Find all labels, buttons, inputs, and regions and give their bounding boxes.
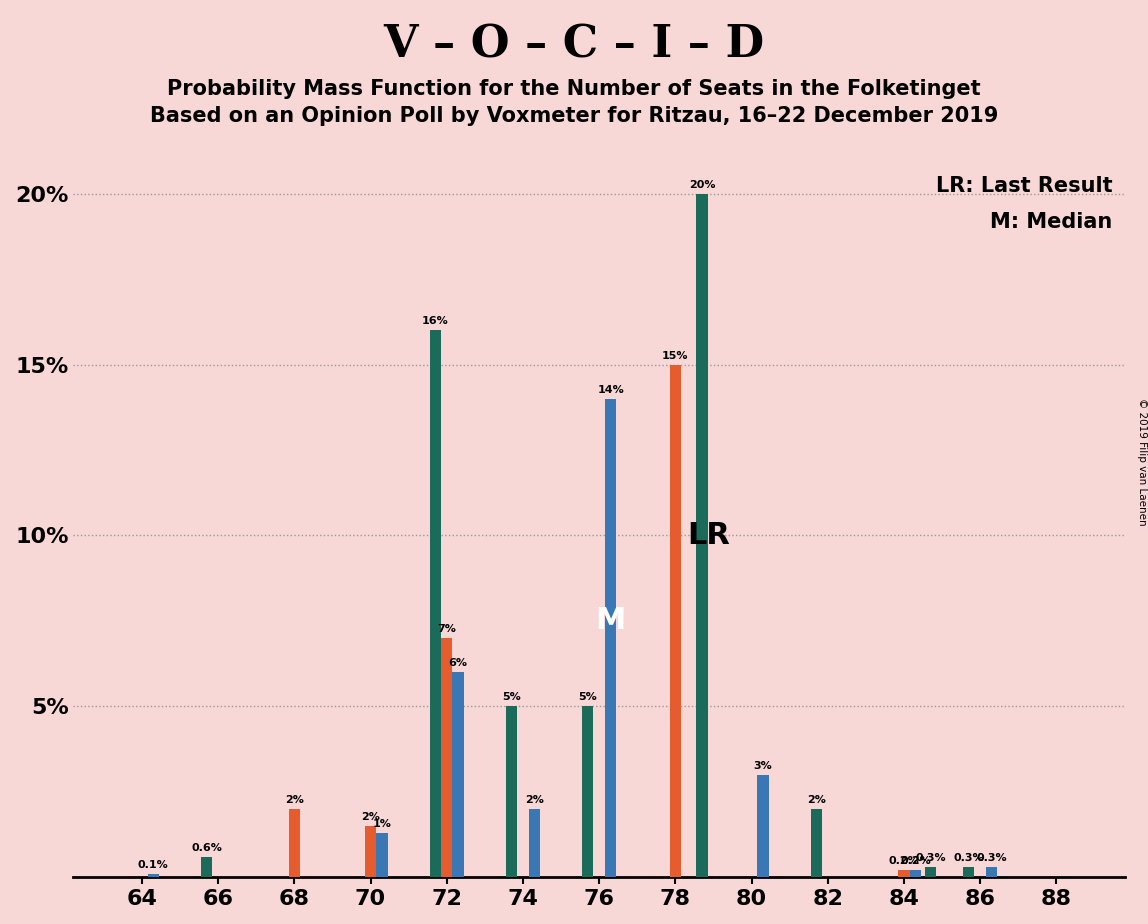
Text: LR: Last Result: LR: Last Result: [936, 176, 1112, 196]
Text: 5%: 5%: [579, 692, 597, 702]
Bar: [365, 826, 377, 877]
Bar: [605, 399, 616, 877]
Bar: [582, 706, 594, 877]
Text: 16%: 16%: [422, 316, 449, 326]
Text: 20%: 20%: [689, 179, 715, 189]
Text: 5%: 5%: [502, 692, 521, 702]
Bar: [429, 331, 441, 877]
Bar: [148, 874, 160, 877]
Text: © 2019 Filip van Laenen: © 2019 Filip van Laenen: [1138, 398, 1147, 526]
Text: Probability Mass Function for the Number of Seats in the Folketinget: Probability Mass Function for the Number…: [168, 79, 980, 99]
Text: 1%: 1%: [373, 819, 391, 829]
Text: LR: LR: [687, 521, 730, 550]
Text: 0.6%: 0.6%: [192, 843, 223, 853]
Text: 0.2%: 0.2%: [889, 857, 920, 867]
Text: Based on an Opinion Poll by Voxmeter for Ritzau, 16–22 December 2019: Based on an Opinion Poll by Voxmeter for…: [149, 106, 999, 127]
Bar: [288, 808, 300, 877]
Bar: [441, 638, 452, 877]
Text: 2%: 2%: [807, 795, 825, 805]
Bar: [986, 867, 998, 877]
Bar: [452, 672, 464, 877]
Text: 6%: 6%: [449, 658, 467, 668]
Text: M: Median: M: Median: [990, 213, 1112, 232]
Bar: [506, 706, 518, 877]
Bar: [529, 808, 540, 877]
Text: 14%: 14%: [597, 384, 625, 395]
Bar: [377, 833, 388, 877]
Bar: [925, 867, 937, 877]
Bar: [963, 867, 975, 877]
Text: 2%: 2%: [362, 812, 380, 821]
Text: 0.1%: 0.1%: [138, 859, 169, 869]
Bar: [810, 808, 822, 877]
Bar: [669, 365, 681, 877]
Bar: [758, 774, 769, 877]
Text: 0.3%: 0.3%: [954, 853, 984, 863]
Bar: [898, 870, 909, 877]
Text: M: M: [596, 606, 626, 636]
Bar: [201, 857, 212, 877]
Text: 2%: 2%: [285, 795, 304, 805]
Text: V – O – C – I – D: V – O – C – I – D: [383, 23, 765, 67]
Text: 0.2%: 0.2%: [900, 857, 931, 867]
Text: 0.3%: 0.3%: [915, 853, 946, 863]
Text: 7%: 7%: [437, 624, 456, 634]
Text: 3%: 3%: [753, 760, 773, 771]
Text: 2%: 2%: [525, 795, 544, 805]
Text: 0.3%: 0.3%: [976, 853, 1007, 863]
Bar: [909, 870, 921, 877]
Text: 15%: 15%: [662, 350, 689, 360]
Bar: [697, 194, 708, 877]
